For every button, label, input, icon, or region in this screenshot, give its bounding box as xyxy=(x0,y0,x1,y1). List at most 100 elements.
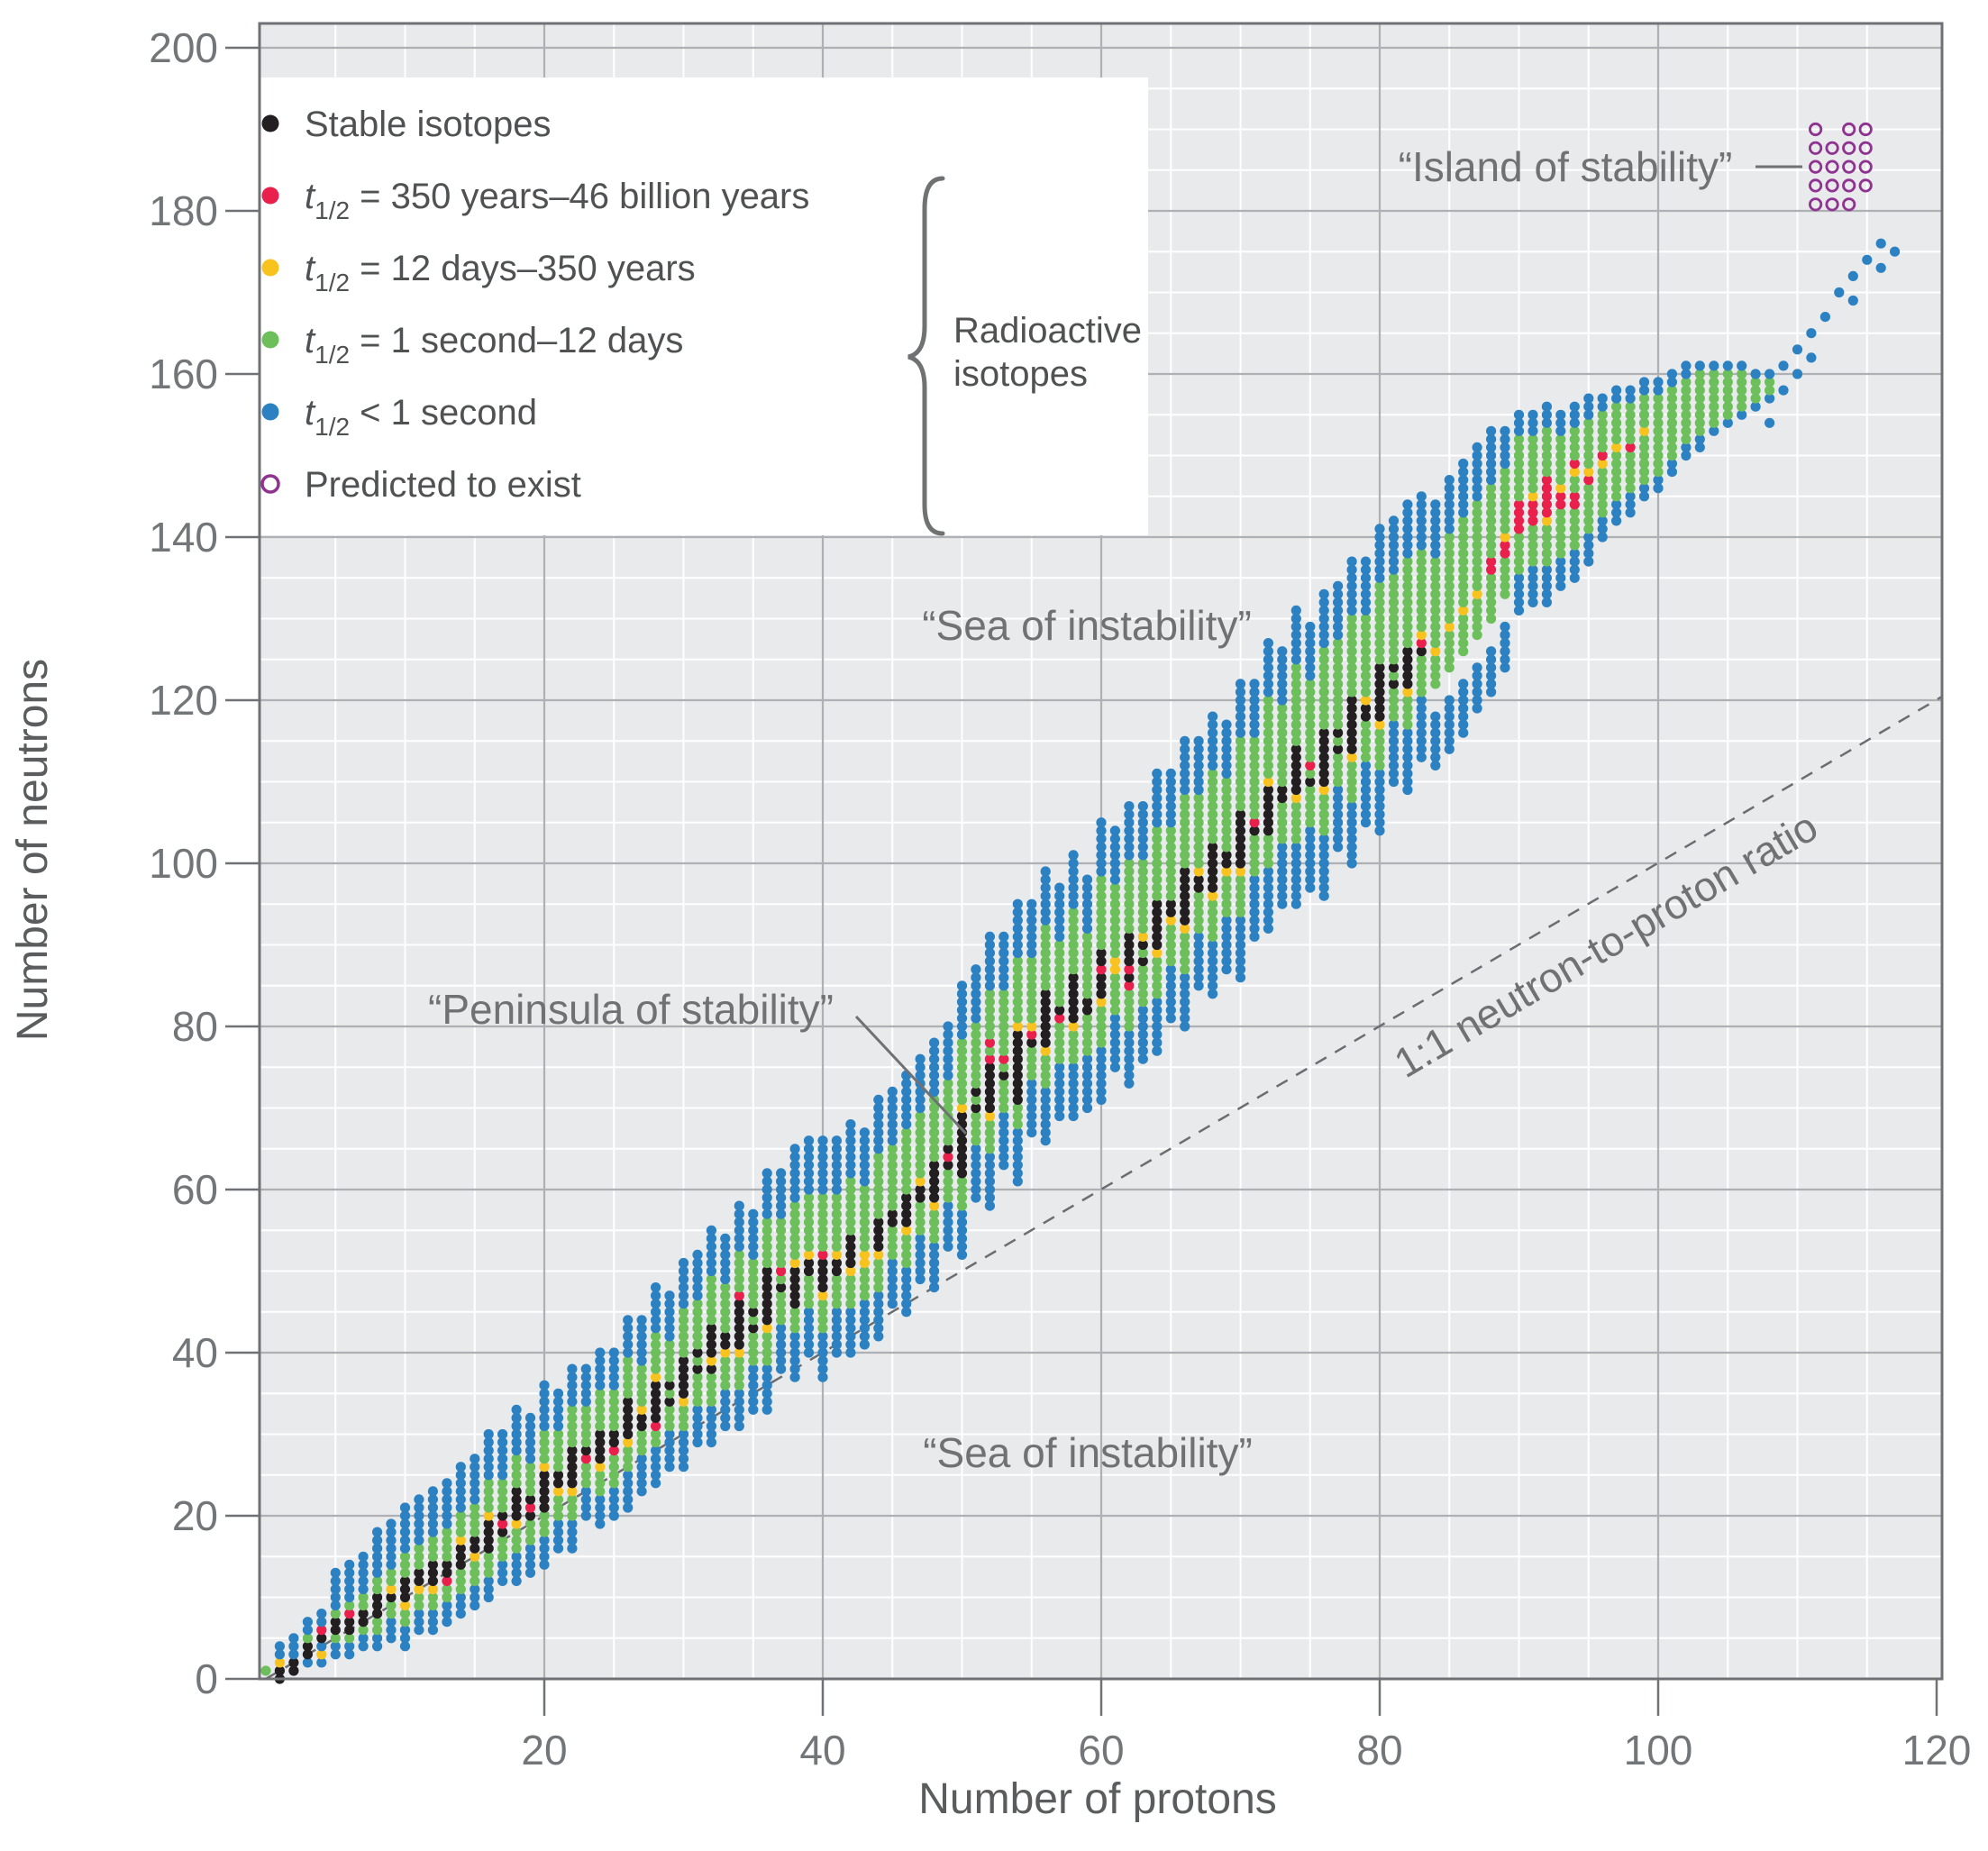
isotope-dot xyxy=(748,1225,759,1236)
isotope-dot xyxy=(1263,760,1273,771)
isotope-dot xyxy=(372,1559,383,1570)
isotope-dot xyxy=(1527,475,1538,486)
isotope-dot xyxy=(984,1160,995,1171)
isotope-dot xyxy=(706,1273,717,1285)
isotope-dot xyxy=(734,1339,744,1350)
isotope-dot xyxy=(399,1559,411,1570)
isotope-dot xyxy=(511,1567,522,1578)
isotope-dot xyxy=(1541,588,1552,599)
isotope-dot xyxy=(1040,898,1051,909)
isotope-dot xyxy=(748,1208,759,1219)
isotope-dot xyxy=(1318,670,1329,681)
isotope-dot xyxy=(1430,711,1441,722)
isotope-dot xyxy=(999,972,1009,983)
isotope-dot xyxy=(623,1355,634,1366)
isotope-dot xyxy=(595,1494,606,1505)
isotope-dot xyxy=(706,1355,717,1366)
isotope-dot xyxy=(1152,997,1163,1008)
isotope-dot xyxy=(511,1462,522,1473)
isotope-dot xyxy=(1026,1045,1037,1056)
isotope-dot xyxy=(442,1591,452,1603)
isotope-dot xyxy=(1318,882,1329,893)
isotope-dot xyxy=(1569,442,1580,452)
isotope-dot xyxy=(1346,809,1357,820)
isotope-dot xyxy=(706,1331,717,1342)
isotope-dot xyxy=(1444,711,1455,722)
isotope-dot xyxy=(789,1299,800,1309)
isotope-dot xyxy=(552,1494,564,1505)
isotope-dot xyxy=(1597,417,1608,428)
isotope-dot xyxy=(803,1265,815,1277)
isotope-dot xyxy=(1193,801,1204,812)
isotope-dot xyxy=(1290,703,1301,714)
isotope-dot xyxy=(1416,695,1427,706)
isotope-dot xyxy=(734,1404,744,1415)
isotope-dot xyxy=(1444,532,1455,543)
isotope-dot xyxy=(943,1070,953,1081)
isotope-dot xyxy=(776,1241,787,1252)
isotope-dot xyxy=(1277,850,1288,861)
isotope-dot xyxy=(1290,679,1301,689)
isotope-dot xyxy=(1333,695,1344,706)
isotope-dot xyxy=(386,1527,397,1537)
island-of-stability-circles xyxy=(1809,122,1873,212)
isotope-dot xyxy=(1277,809,1288,820)
isotope-dot xyxy=(761,1355,772,1366)
isotope-dot xyxy=(706,1307,717,1318)
isotope-dot xyxy=(1444,524,1455,534)
isotope-dot xyxy=(845,1119,856,1130)
isotope-dot xyxy=(1263,784,1273,796)
isotope-dot xyxy=(1416,735,1427,746)
isotope-dot xyxy=(1180,809,1190,820)
isotope-dot xyxy=(651,1445,661,1456)
isotope-dot xyxy=(1666,442,1677,452)
isotope-dot xyxy=(1333,687,1344,698)
isotope-dot xyxy=(1068,1005,1079,1016)
isotope-dot xyxy=(901,1307,912,1318)
isotope-dot xyxy=(1012,1078,1023,1089)
isotope-dot xyxy=(623,1454,634,1464)
isotope-dot xyxy=(664,1290,675,1301)
isotope-dot xyxy=(595,1347,606,1358)
isotope-dot xyxy=(1165,939,1176,951)
isotope-dot xyxy=(1513,491,1525,502)
isotope-dot xyxy=(567,1428,578,1440)
isotope-dot xyxy=(1040,964,1051,975)
isotope-dot xyxy=(734,1299,744,1309)
isotope-dot xyxy=(929,1282,940,1293)
isotope-dot xyxy=(761,1192,772,1203)
isotope-dot xyxy=(1374,768,1385,780)
isotope-dot xyxy=(1235,825,1246,836)
isotope-dot xyxy=(455,1575,466,1586)
isotope-dot xyxy=(678,1282,689,1293)
isotope-dot xyxy=(831,1282,843,1293)
isotope-dot xyxy=(1081,1037,1093,1048)
isotope-dot xyxy=(1054,1037,1065,1048)
isotope-dot xyxy=(1221,776,1232,788)
isotope-dot xyxy=(1346,768,1357,780)
isotope-dot xyxy=(636,1380,647,1391)
isotope-dot xyxy=(1638,425,1650,436)
isotope-dot xyxy=(1124,997,1135,1008)
isotope-dot xyxy=(497,1462,508,1473)
isotope-dot xyxy=(1638,458,1650,470)
isotope-dot xyxy=(1402,524,1413,534)
legend-swatch-p xyxy=(260,474,280,494)
isotope-dot xyxy=(748,1273,759,1285)
isotope-dot xyxy=(442,1502,452,1513)
isotope-dot xyxy=(761,1282,772,1293)
isotope-dot xyxy=(943,1152,953,1163)
isotope-dot xyxy=(608,1420,619,1432)
isotope-dot xyxy=(859,1257,871,1269)
isotope-dot xyxy=(1277,776,1288,788)
isotope-dot xyxy=(344,1575,355,1586)
isotope-dot xyxy=(552,1543,564,1554)
isotope-dot xyxy=(316,1625,327,1636)
isotope-dot xyxy=(1750,393,1761,404)
isotope-dot xyxy=(636,1315,647,1326)
isotope-dot xyxy=(1263,662,1273,673)
isotope-dot xyxy=(623,1331,634,1342)
isotope-dot xyxy=(1458,597,1469,608)
isotope-dot xyxy=(1638,409,1650,420)
isotope-dot xyxy=(1472,491,1482,502)
